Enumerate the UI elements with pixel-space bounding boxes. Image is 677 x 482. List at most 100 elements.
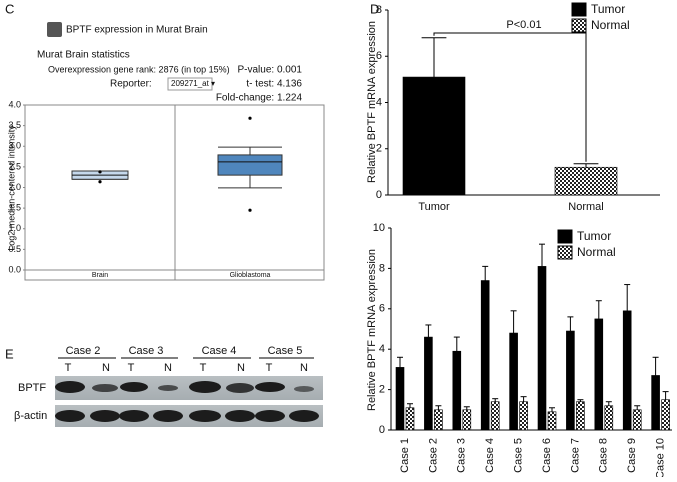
significance-bracket [433, 32, 587, 162]
x-tick-label: Brain [92, 272, 108, 279]
legend-swatch [557, 245, 573, 260]
y-tick-label: 2 [379, 384, 385, 396]
x-tick-label: Case 2 [427, 438, 439, 473]
case-label: Case 4 [202, 345, 237, 357]
y-tick-label: 4 [379, 343, 385, 355]
x-tick-label: Case 4 [484, 438, 496, 473]
dropdown[interactable] [167, 77, 213, 91]
bar [566, 330, 575, 431]
row-label: β-actin [14, 410, 47, 422]
bar [434, 409, 443, 431]
y-tick-label: 2.5 [8, 161, 21, 171]
outlier [98, 180, 102, 184]
x-tick-label: Case 6 [541, 438, 553, 473]
lane-label: N [164, 362, 172, 374]
western-blot: BPTF β-actin [14, 376, 323, 427]
outlier [248, 208, 252, 212]
bar [554, 166, 618, 196]
bar [509, 332, 518, 431]
x-tick-label: Case 1 [399, 438, 411, 473]
y-tick-label: 6 [376, 50, 382, 62]
bar [405, 407, 415, 431]
outlier [98, 170, 102, 174]
legend-label: Normal [591, 18, 630, 32]
outlier [248, 116, 252, 120]
y-tick-label: 8 [376, 4, 382, 16]
bar [537, 266, 547, 431]
legend-label: Tumor [577, 229, 611, 243]
y-tick-label: 1.0 [8, 223, 21, 233]
bar [547, 411, 557, 431]
y-tick-label: 3.0 [8, 141, 21, 151]
panel-label: C [5, 1, 14, 16]
y-axis-label: Relative BPTF mRNA expression [366, 249, 378, 411]
bar [452, 350, 462, 431]
x-tick-label: Normal [568, 201, 603, 213]
annotation: P<0.01 [506, 19, 541, 31]
y-axis-label: Log2 median-centered intensity [6, 125, 16, 251]
bar [402, 76, 466, 196]
bar [651, 375, 660, 431]
y-tick-label: 0.5 [8, 244, 21, 254]
case-label: Case 3 [129, 345, 164, 357]
bar [632, 409, 642, 431]
y-tick-label: 1.5 [8, 203, 21, 213]
legend-label: Tumor [591, 2, 625, 16]
bar [480, 280, 490, 431]
legend-label: Normal [577, 245, 616, 259]
x-tick-label: Glioblastoma [230, 272, 271, 279]
bar [395, 367, 405, 431]
legend-swatch [571, 2, 587, 17]
box [217, 154, 283, 176]
y-tick-label: 4.0 [8, 99, 21, 109]
annotation: Reporter: [110, 79, 152, 90]
x-tick-label: Case 7 [569, 438, 581, 473]
lane-label: T [266, 362, 273, 374]
legend-swatch [557, 229, 573, 244]
panel-label: D [370, 1, 379, 16]
bar [519, 401, 528, 431]
panel-label: E [5, 346, 14, 361]
case-label: Case 5 [268, 345, 303, 357]
y-tick-label: 2 [376, 143, 382, 155]
y-tick-label: 0 [379, 424, 385, 436]
bar [490, 401, 500, 431]
bar [604, 405, 614, 431]
bar [462, 409, 472, 431]
x-tick-label: Case 9 [626, 438, 638, 473]
chart-subtitle: Murat Brain statistics [37, 50, 130, 61]
bands [55, 381, 319, 422]
case-label: Case 2 [66, 345, 101, 357]
y-tick-label: 4 [376, 96, 382, 108]
bar [424, 336, 433, 431]
x-tick-label: Case 5 [513, 438, 525, 473]
dropdown-text[interactable]: 209271_at ▾ [171, 79, 215, 88]
x-tick-label: Case 10 [655, 438, 667, 477]
lane-label: N [237, 362, 245, 374]
y-axis-label: Relative BPTF mRNA expression [366, 21, 378, 183]
lane-label: N [102, 362, 110, 374]
annotation: P-value: 0.001 [238, 65, 303, 76]
y-tick-label: 3.5 [8, 120, 21, 130]
lane-label: N [300, 362, 308, 374]
bar [661, 399, 670, 431]
bar [622, 310, 632, 431]
icon [47, 22, 62, 37]
annotation: t- test: 4.136 [246, 79, 302, 90]
row-label: BPTF [18, 382, 46, 394]
annotation: Overexpression gene rank: 2876 (in top 1… [48, 64, 230, 74]
lane-label: T [128, 362, 135, 374]
bar [576, 401, 585, 431]
x-tick-label: Case 8 [598, 438, 610, 473]
bar [594, 318, 604, 431]
lane-label: T [65, 362, 72, 374]
x-tick-label: Case 3 [456, 438, 468, 473]
y-tick-label: 0 [376, 189, 382, 201]
lane-label: T [200, 362, 207, 374]
y-tick-label: 6 [379, 303, 385, 315]
y-tick-label: 0.0 [8, 264, 21, 274]
y-tick-label: 8 [379, 262, 385, 274]
chart-title: BPTF expression in Murat Brain [66, 25, 208, 36]
annotation: Fold-change: 1.224 [216, 93, 303, 104]
